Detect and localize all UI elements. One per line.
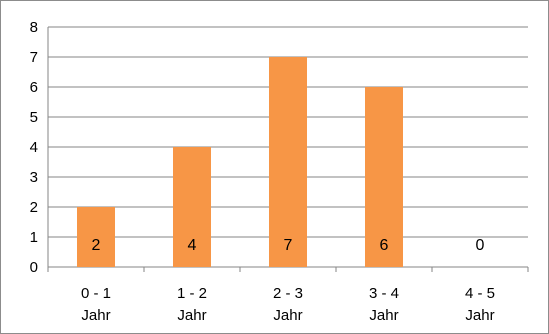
bar-1 — [173, 147, 211, 267]
x-tick-label: 4 - 5 — [465, 285, 495, 302]
data-label: 7 — [284, 237, 293, 254]
x-tick-label: 2 - 3 — [273, 285, 303, 302]
y-tick-label: 8 — [30, 19, 38, 36]
x-tick-label: 3 - 4 — [369, 285, 399, 302]
y-tick-label: 0 — [30, 259, 38, 276]
y-tick-label: 2 — [30, 199, 38, 216]
x-tick-label: Jahr — [369, 307, 398, 324]
data-label: 2 — [92, 237, 101, 254]
y-tick-label: 7 — [30, 49, 38, 66]
y-tick-label: 6 — [30, 79, 38, 96]
data-label: 4 — [188, 237, 197, 254]
bar-2 — [269, 57, 307, 267]
data-label: 6 — [380, 237, 389, 254]
data-label: 0 — [476, 237, 485, 254]
x-tick-label: Jahr — [81, 307, 110, 324]
y-tick-label: 4 — [30, 139, 38, 156]
x-tick-label: 1 - 2 — [177, 285, 207, 302]
bar-0 — [77, 207, 115, 267]
y-tick-label: 5 — [30, 109, 38, 126]
x-tick-label: Jahr — [273, 307, 302, 324]
x-tick-label: Jahr — [465, 307, 494, 324]
x-tick-label: Jahr — [177, 307, 206, 324]
x-tick-label: 0 - 1 — [81, 285, 111, 302]
y-tick-label: 3 — [30, 169, 38, 186]
y-tick-label: 1 — [30, 229, 38, 246]
bar-3 — [365, 87, 403, 267]
